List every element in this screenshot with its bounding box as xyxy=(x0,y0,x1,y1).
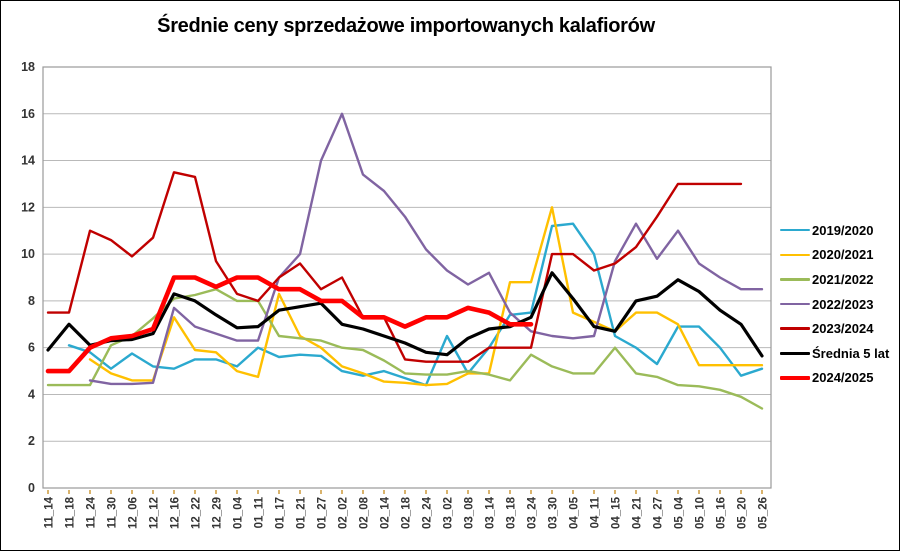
x-tick-label: 11_30 xyxy=(107,497,119,528)
x-tick-label: 04_11 xyxy=(590,496,602,528)
chart-legend: 2019/2020 2020/2021 2021/2022 2022/2023 2023… xyxy=(780,218,889,390)
legend-label: 2021/2022 xyxy=(812,271,874,287)
plot-area-border xyxy=(42,66,772,489)
legend-label: Średnia 5 lat xyxy=(812,345,890,361)
legend-swatch-2022-2023 xyxy=(780,302,810,306)
x-tick-label: 12_29 xyxy=(212,497,224,529)
series-line-rednia-5-lat xyxy=(46,271,764,358)
x-tick-label: 01_17 xyxy=(275,497,287,529)
y-tick-label: 16 xyxy=(21,107,35,121)
x-tick-label: 03_02 xyxy=(443,497,455,529)
legend-item-rednia-5-lat: Średnia 5 lat xyxy=(780,341,889,366)
x-tick-label: 12_22 xyxy=(191,497,203,529)
y-tick-label: 4 xyxy=(28,387,35,401)
x-tick-label: 12_16 xyxy=(170,497,182,529)
series-line-2020-2021 xyxy=(88,206,764,387)
y-tick-label: 0 xyxy=(28,481,35,495)
y-tick-label: 12 xyxy=(21,200,35,214)
y-tick-label: 10 xyxy=(21,247,35,261)
x-tick-label: 04_27 xyxy=(653,497,665,529)
legend-swatch-2023-2024 xyxy=(780,327,810,330)
legend-item-2024-2025: 2024/2025 xyxy=(780,366,889,391)
legend-label: 2024/2025 xyxy=(812,370,874,386)
series-line-2024-2025 xyxy=(45,275,534,374)
legend-item-2023-2024: 2023/2024 xyxy=(780,316,889,341)
chart-title: Średnie ceny sprzedażowe importowanych k… xyxy=(157,15,655,37)
y-tick-label: 18 xyxy=(21,60,35,74)
x-tick-label: 04_05 xyxy=(569,496,581,529)
x-tick-label: 02_02 xyxy=(338,497,350,529)
legend-item-2020-2021: 2020/2021 xyxy=(780,243,889,268)
series-line-2022-2023 xyxy=(88,112,764,386)
x-tick-label: 05_10 xyxy=(695,497,707,529)
x-tick-label: 02_14 xyxy=(380,496,392,529)
x-tick-label: 02_24 xyxy=(422,496,434,529)
series-line-2021-2022 xyxy=(46,288,764,410)
legend-label: 2023/2024 xyxy=(812,321,874,337)
x-tick-label: 11_24 xyxy=(86,496,98,528)
legend-label: 2019/2020 xyxy=(812,222,874,238)
x-tick-label: 05_20 xyxy=(737,497,749,529)
legend-item-2022-2023: 2022/2023 xyxy=(780,292,889,317)
x-tick-label: 03_30 xyxy=(548,497,560,529)
legend-swatch-2020-2021 xyxy=(780,253,810,257)
x-tick-label: 01_11 xyxy=(254,496,266,528)
x-tick-label: 04_21 xyxy=(632,496,644,529)
x-tick-label: 05_16 xyxy=(716,497,728,529)
y-tick-label: 8 xyxy=(28,294,35,308)
x-tick-label: 05_26 xyxy=(758,497,770,529)
legend-item-2021-2022: 2021/2022 xyxy=(780,267,889,292)
legend-swatch-2019-2020 xyxy=(780,229,810,232)
x-tick-label: 04_15 xyxy=(611,496,623,529)
x-tick-label: 03_08 xyxy=(464,496,476,529)
x-tick-label: 11_18 xyxy=(65,496,77,528)
x-tick-label: 01_21 xyxy=(296,496,308,529)
legend-label: 2022/2023 xyxy=(812,296,874,312)
x-tick-label: 03_24 xyxy=(527,496,539,529)
series-line-2019-2020 xyxy=(67,222,764,387)
y-tick-label: 14 xyxy=(21,154,35,168)
x-tick-label: 03_18 xyxy=(506,496,518,529)
x-tick-label: 01_04 xyxy=(233,496,245,529)
x-tick-label: 02_08 xyxy=(359,496,371,529)
legend-swatch-rednia-5-lat xyxy=(780,351,810,355)
x-tick-label: 12_06 xyxy=(128,497,140,529)
y-tick-label: 6 xyxy=(28,341,35,355)
x-tick-label: 01_27 xyxy=(317,497,329,529)
x-tick-label: 03_14 xyxy=(485,496,497,529)
legend-swatch-2021-2022 xyxy=(780,278,810,281)
x-tick-label: 02_18 xyxy=(401,496,413,529)
legend-item-2019-2020: 2019/2020 xyxy=(780,218,889,243)
x-tick-label: 12_12 xyxy=(149,497,161,529)
x-tick-label: 11_14 xyxy=(44,496,56,528)
legend-swatch-2024-2025 xyxy=(780,375,810,380)
legend-label: 2020/2021 xyxy=(812,247,874,263)
y-tick-label: 2 xyxy=(28,434,35,448)
x-tick-label: 05_04 xyxy=(674,496,686,529)
